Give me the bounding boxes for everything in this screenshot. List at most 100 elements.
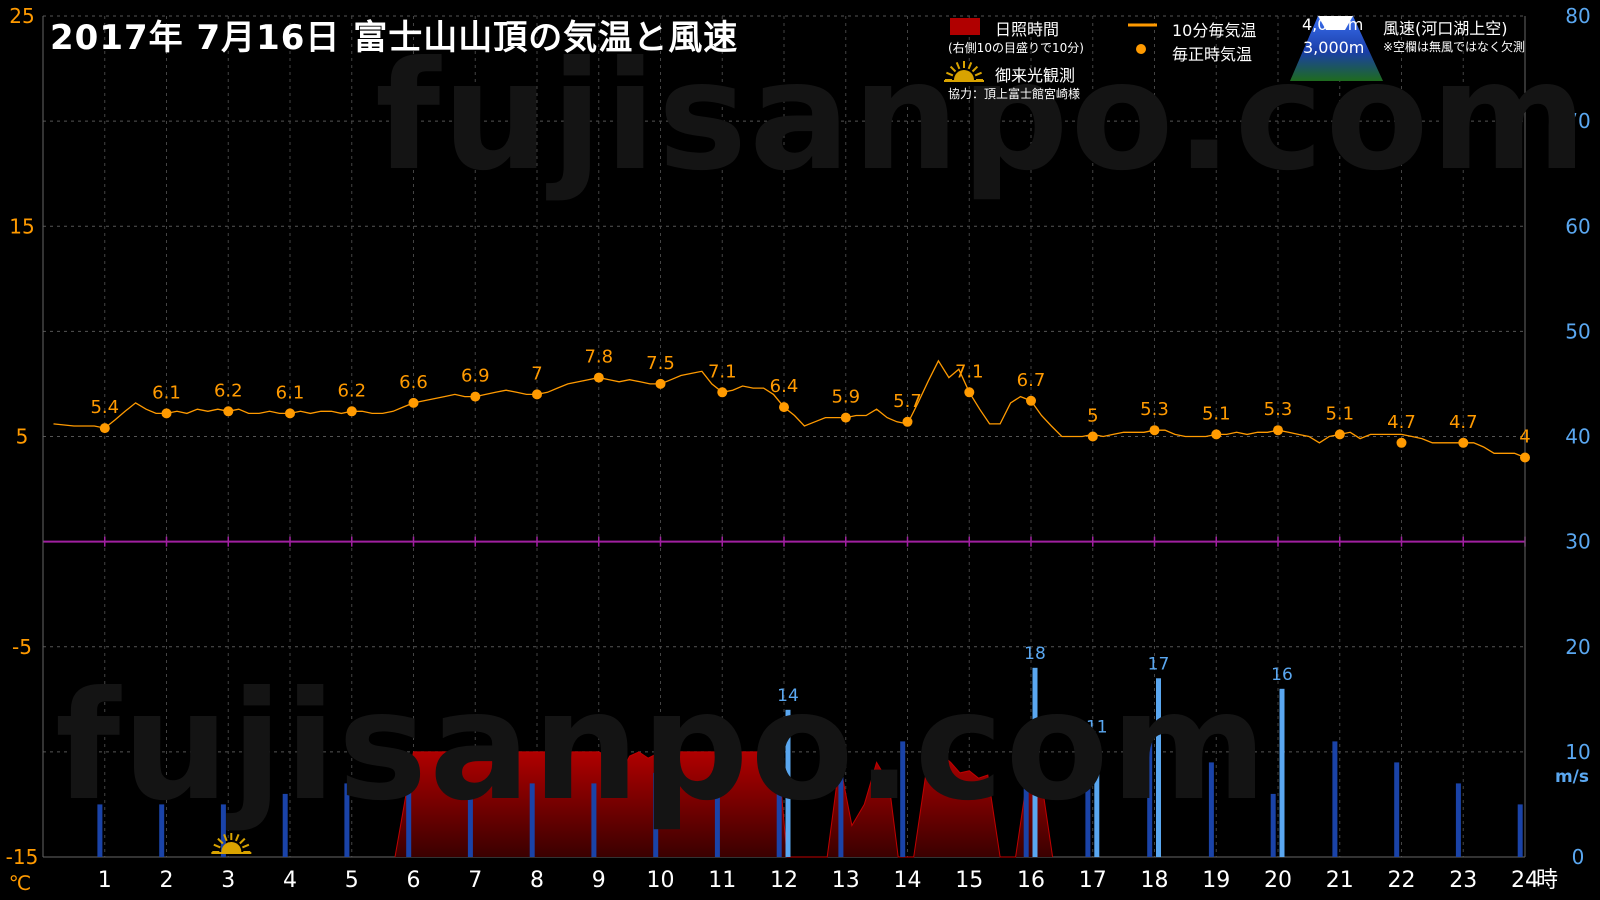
hourly-temp-dot [1087,431,1098,442]
sunrise-icon [944,61,984,82]
wind-3000-bar [282,793,288,857]
wind-bars: 14 18 11 17 16 [97,644,1523,857]
hourly-temp-dot [1396,437,1407,448]
legend-hourly-temp-label: 毎正時気温 [1172,45,1253,64]
wind-3000-bar [1023,730,1029,857]
hourly-temp-dot [717,387,728,398]
legend-icons [944,16,1383,82]
hourly-temp-label: 5.1 [1202,403,1231,424]
x-axis-tick: 18 [1141,868,1169,893]
hourly-temp-label: 6.6 [399,372,428,393]
hourly-temp-label: 7 [531,363,542,384]
x-axis-tick: 12 [770,868,798,893]
x-axis-tick: 9 [592,868,606,893]
right-axis-unit: m/s [1555,767,1589,787]
wind-4000-bar [1279,688,1285,857]
x-axis-tick: 19 [1202,868,1230,893]
wind-3000-bar [591,783,597,857]
sun-ray [242,843,250,849]
wind-3000-bar [900,741,906,857]
wind-3000-bar [159,804,165,857]
legend-sunrise-label: 御来光観測 [995,66,1076,85]
hourly-temp-dot [1334,429,1345,440]
hourly-temp-dot [161,408,172,419]
hourly-temp-label: 7.8 [584,347,613,368]
x-axis-tick: 24 [1511,868,1539,893]
wind-4000-bar [1032,667,1038,857]
right-axis-tick: 10 [1565,740,1590,764]
hourly-temp-dot [1211,429,1222,440]
x-axis-tick: 20 [1264,868,1292,893]
wind-3000-bar [776,783,782,857]
legend-temp10-label: 10分毎気温 [1172,21,1257,40]
wind-3000-bar [653,772,659,857]
x-axis-tick: 6 [407,868,421,893]
wind-3000-bar [1517,804,1523,857]
right-axis-tick: 0 [1572,845,1585,869]
page-title: 2017年 7月16日 富士山山頂の気温と風速 [50,18,739,58]
hourly-temp-label: 6.1 [276,382,305,403]
sun-body [954,70,974,80]
left-axis-tick: -5 [12,635,32,659]
right-axis-tick: 70 [1565,109,1590,133]
wind-3000-bar [1208,762,1214,857]
right-axis-tick: 40 [1565,425,1590,449]
mountain-icon [1290,16,1383,81]
hourly-temp-dot [408,397,419,408]
x-axis-tick: 21 [1326,868,1354,893]
temperature-series: 5.4 6.1 6.2 6.1 6.2 6.6 6.9 7 7.8 7.5 7.1 6.4 5.9 5.7… [53,347,1531,463]
temperature-10min-line [53,359,1526,459]
right-axis-tick: 60 [1565,214,1590,238]
sun-ray [217,837,224,845]
right-axis-tick: 80 [1565,4,1590,28]
x-axis-tick: 22 [1388,868,1416,893]
sunrise-icon [211,833,252,854]
wind-3000-bar [467,793,473,857]
legend-sunshine-note: (右側10の目盛りで10分) [948,41,1084,55]
legend-sunshine-label: 日照時間 [995,20,1060,39]
left-axis-tick: 25 [9,4,34,28]
legend-wind-4000: 4,000m [1302,15,1364,34]
sunshine-area-path [394,751,1054,858]
x-axis-tick: 3 [221,868,235,893]
watermark-bottom: fujisanpo.com [55,660,1269,834]
hourly-temp-dot [470,391,481,402]
wind-3000-bar [1085,730,1091,857]
wind-4000-label: 11 [1086,717,1108,737]
hourly-temp-label: 6.9 [461,366,490,387]
hourly-temp-label: 4.7 [1449,412,1478,433]
wind-4000-bar [1094,741,1100,857]
x-axis-tick: 1 [98,868,112,893]
hourly-temp-dot [1458,437,1469,448]
hourly-temp-dot [1026,395,1036,406]
sun-body [221,842,242,852]
legend-wind-3000: 3,000m [1303,38,1365,57]
x-axis-tick: 23 [1449,868,1477,893]
mountain-snowcap [1318,16,1353,30]
x-axis-tick: 17 [1079,868,1107,893]
hourly-temp-label: 7.1 [708,361,737,382]
x-axis-tick: 5 [345,868,359,893]
wind-3000-bar [97,804,103,857]
hourly-temp-label: 5.7 [893,391,922,412]
sun-ray [946,71,954,77]
x-axis-tick: 2 [160,868,174,893]
wind-3000-bar [529,783,535,857]
legend-credit: 協力：頂上富士館宮崎様 [948,87,1081,101]
x-axis-tick: 13 [832,868,860,893]
hourly-temp-label: 5.1 [1325,403,1354,424]
hourly-temp-label: 5.3 [1264,399,1293,420]
hourly-temp-dot [346,406,357,417]
hourly-temp-label: 7.5 [646,353,675,374]
hourly-temp-label: 5.9 [831,387,860,408]
hourly-temp-dot [1273,425,1283,436]
left-axis-tick: 15 [9,214,34,238]
hourly-temp-dot [285,408,295,419]
hourly-temp-label: 5 [1087,406,1098,427]
mountain-body [1290,16,1383,81]
wind-4000-bar [785,709,791,857]
sunshine-area [394,751,1054,858]
legend-wind-label: 風速(河口湖上空) [1383,19,1508,38]
hourly-temp-dot [1520,452,1530,463]
